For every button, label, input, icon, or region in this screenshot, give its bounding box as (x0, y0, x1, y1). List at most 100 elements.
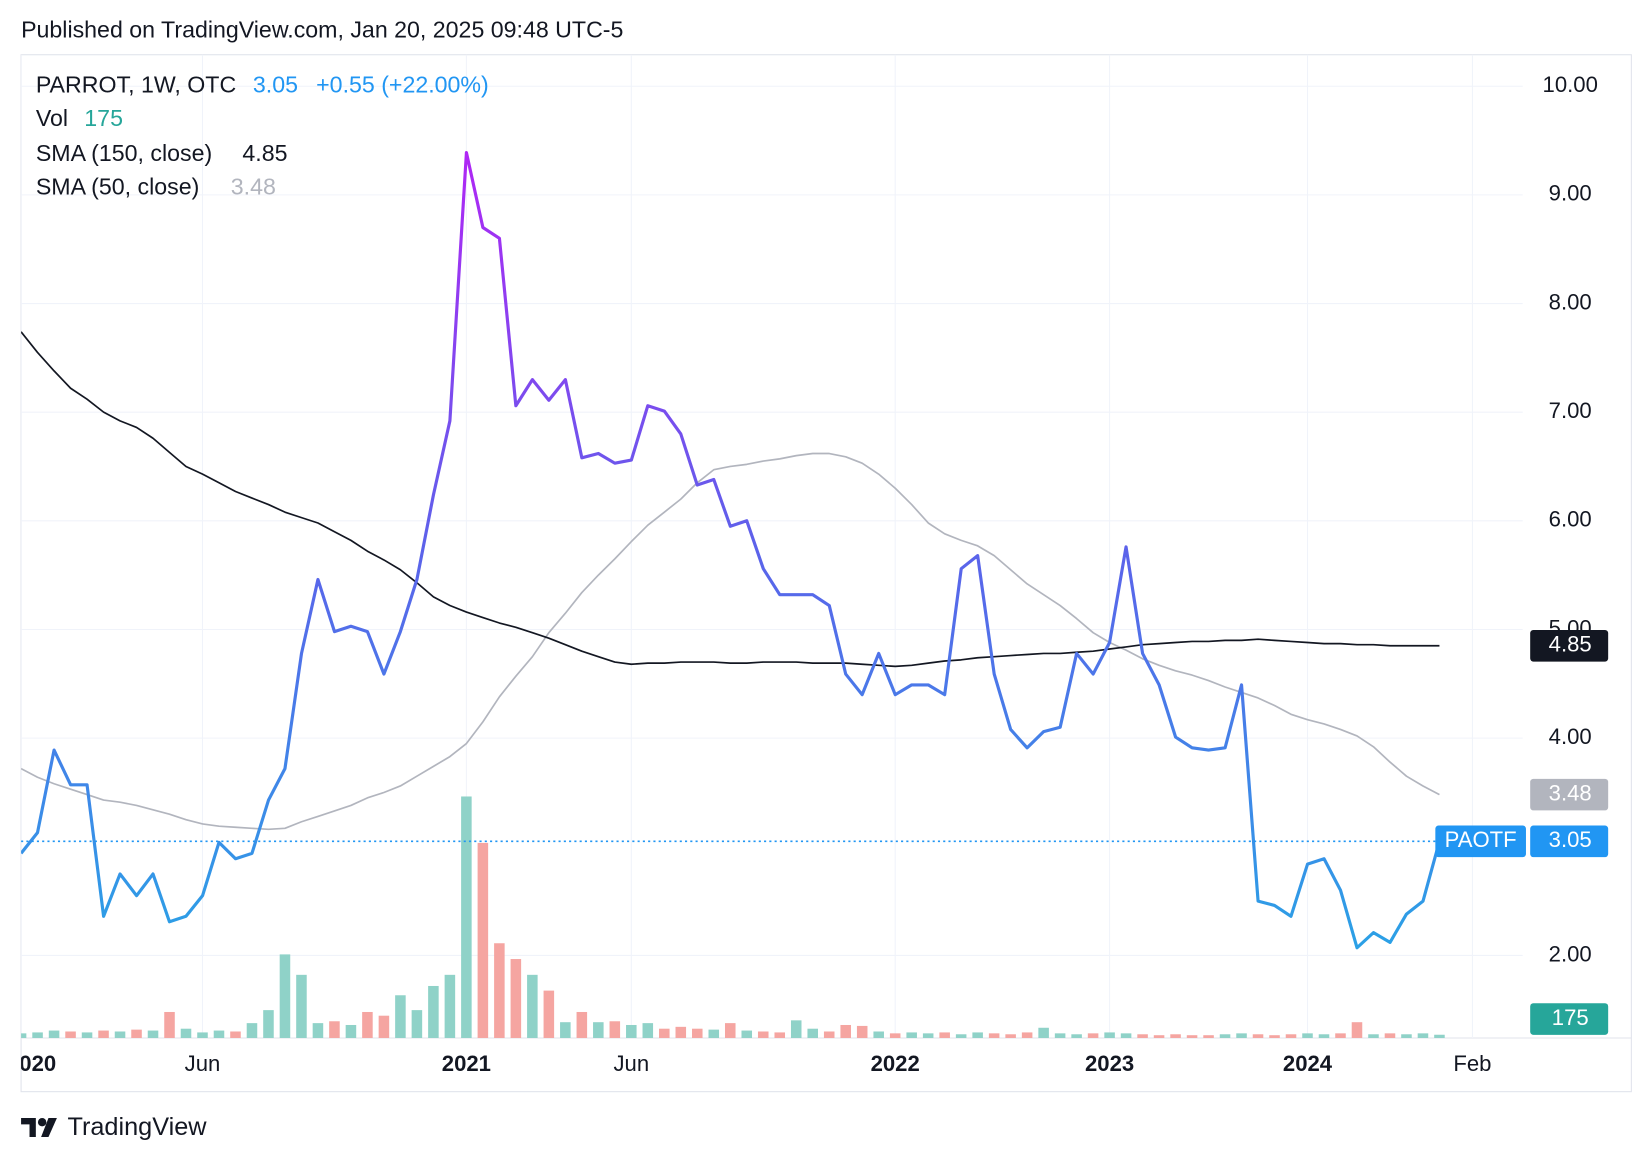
sma-line (21, 331, 1440, 668)
volume-bar (757, 1031, 769, 1038)
volume-bar (395, 995, 406, 1038)
volume-bar (1318, 1034, 1330, 1038)
volume-bar (81, 1032, 93, 1038)
symbol-badge (1435, 825, 1526, 858)
volume-bar (560, 1022, 571, 1038)
volume-bar (955, 1034, 967, 1038)
volume-bar (1137, 1034, 1148, 1038)
brand: TradingView (67, 1113, 207, 1141)
x-tick-label: 2021 (442, 1051, 491, 1076)
volume-bar (593, 1022, 604, 1038)
volume-bar (345, 1024, 357, 1038)
sma-badge-label: 4.85 (1549, 632, 1592, 657)
volume-bar (807, 1028, 818, 1038)
symbol-badge-label: PAOTF (1445, 827, 1517, 852)
price-badge (1530, 825, 1609, 858)
volume-bar (21, 1033, 27, 1038)
volume-bar (114, 1031, 126, 1038)
price-line (21, 150, 1441, 950)
volume-bar (1071, 1034, 1082, 1038)
volume-bar (543, 990, 555, 1038)
volume-bar (98, 1030, 109, 1038)
volume-bar (164, 1011, 175, 1038)
x-tick-label: 2024 (1283, 1051, 1333, 1076)
volume-bar (1417, 1033, 1429, 1038)
y-tick-label: 10.00 (1543, 72, 1598, 97)
y-tick-label: 9.00 (1549, 181, 1592, 206)
volume-bar (411, 1010, 423, 1038)
x-tick-label: 2020 (7, 1051, 56, 1076)
volume-bar (1384, 1033, 1396, 1038)
volume-bar (889, 1033, 901, 1038)
x-tick-label: Jun (185, 1051, 221, 1076)
volume-bar (428, 985, 439, 1038)
volume-bar (972, 1032, 983, 1038)
sma150-last: 4.85 (242, 140, 287, 166)
logo (21, 1117, 57, 1137)
volume-bar (692, 1028, 703, 1038)
volume-bar (1186, 1035, 1198, 1038)
volume-bar (906, 1032, 917, 1038)
y-tick-label: 6.00 (1549, 507, 1592, 532)
volume-bar (659, 1028, 670, 1038)
header-text: Published on TradingView.com, Jan 20, 20… (21, 17, 623, 43)
volume-bar (774, 1032, 786, 1038)
sma-badge-label: 3.48 (1549, 780, 1592, 805)
volume-bar (840, 1024, 851, 1038)
volume-bar (1005, 1034, 1016, 1038)
volume-bar (1236, 1033, 1247, 1038)
volume-bar (1285, 1034, 1297, 1038)
volume-bar (131, 1029, 142, 1038)
volume-bar (279, 954, 291, 1038)
volume-bar (197, 1032, 208, 1038)
volume-bar (1368, 1034, 1379, 1038)
volume-bar (1335, 1033, 1346, 1038)
volume-bar (1302, 1033, 1313, 1038)
volume-bar (642, 1023, 654, 1038)
volume-bar (510, 959, 522, 1038)
x-tick-label: 2022 (871, 1051, 920, 1076)
y-tick-label: 8.00 (1549, 289, 1592, 314)
volume-bar (527, 974, 538, 1038)
volume-bar (1203, 1035, 1214, 1038)
grid (21, 54, 1523, 1038)
sma-badge (1530, 778, 1609, 811)
volume-bar (741, 1030, 753, 1038)
volume-bar (312, 1023, 324, 1038)
volume-bar (1219, 1034, 1231, 1038)
volume-bar (1252, 1034, 1264, 1038)
volume-badge (1530, 1003, 1609, 1035)
last-price: 3.05 (253, 71, 298, 97)
volume-last: 175 (84, 105, 123, 131)
volume-name: Vol (36, 105, 68, 131)
x-tick-label: 2023 (1085, 1051, 1134, 1076)
volume-bar (609, 1021, 621, 1038)
sma50-last: 3.48 (231, 174, 276, 200)
volume-bar (1170, 1034, 1181, 1038)
volume-bar (988, 1033, 1000, 1038)
volume-bar (230, 1031, 241, 1038)
y-tick-label: 2.00 (1549, 941, 1592, 966)
volume-bar (65, 1031, 76, 1038)
volume-bar (296, 974, 307, 1038)
volume-bar (1021, 1032, 1033, 1038)
volume-bar (444, 974, 456, 1038)
volume-bar (1054, 1033, 1066, 1038)
sma-badge (1530, 629, 1609, 662)
volume-bar (1351, 1022, 1363, 1038)
volume-bar (856, 1025, 868, 1038)
volume-bar (873, 1031, 884, 1038)
volume-bar (1087, 1033, 1099, 1038)
volume-bar (362, 1011, 373, 1038)
sma50-name: SMA (50, close) (36, 174, 200, 200)
volume-bar (1153, 1035, 1165, 1038)
volume-bar (1269, 1035, 1280, 1038)
volume-badge-label: 175 (1552, 1005, 1589, 1030)
volume-bar (1038, 1027, 1049, 1038)
frame (20, 54, 1632, 1093)
volume-bar (329, 1021, 340, 1038)
volume-bar (675, 1026, 687, 1038)
volume-bar (724, 1023, 736, 1038)
volume-bar (32, 1032, 43, 1038)
volume-bar (494, 943, 505, 1038)
